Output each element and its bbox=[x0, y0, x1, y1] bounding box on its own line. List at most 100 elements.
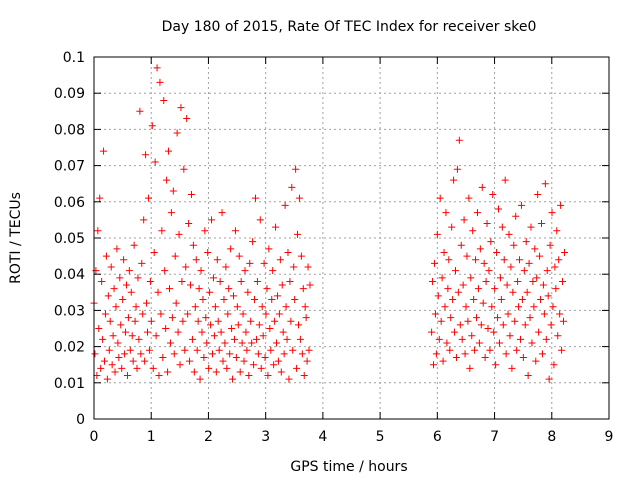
data-point bbox=[187, 191, 195, 199]
data-point bbox=[435, 335, 443, 343]
data-point bbox=[556, 310, 564, 318]
data-point bbox=[161, 267, 169, 275]
data-point bbox=[442, 209, 450, 217]
data-point bbox=[158, 227, 166, 235]
data-point bbox=[266, 325, 274, 332]
data-point bbox=[246, 259, 254, 267]
data-point bbox=[504, 310, 512, 318]
data-point bbox=[452, 353, 460, 361]
data-point bbox=[144, 328, 152, 336]
x-tick-label: 0 bbox=[90, 429, 99, 445]
data-point bbox=[463, 252, 471, 260]
y-tick-label: 0 bbox=[76, 412, 85, 428]
data-point bbox=[546, 241, 554, 249]
data-point bbox=[441, 303, 449, 311]
data-point bbox=[507, 263, 515, 271]
data-point bbox=[211, 303, 219, 311]
data-point bbox=[253, 277, 261, 285]
data-point bbox=[223, 364, 231, 372]
data-point bbox=[159, 353, 167, 361]
data-point bbox=[440, 248, 448, 256]
data-point bbox=[201, 227, 209, 235]
data-point bbox=[148, 122, 156, 130]
data-point bbox=[544, 292, 552, 300]
data-point bbox=[245, 372, 253, 380]
data-point bbox=[510, 241, 518, 249]
data-point bbox=[506, 332, 514, 340]
data-point bbox=[191, 303, 199, 311]
axis-ticks bbox=[93, 56, 610, 420]
data-point bbox=[132, 303, 140, 311]
data-point bbox=[552, 285, 560, 293]
data-point bbox=[91, 350, 99, 358]
x-tick-label: 3 bbox=[261, 429, 270, 445]
data-point bbox=[164, 368, 172, 376]
data-point bbox=[122, 328, 130, 336]
data-point bbox=[286, 277, 294, 285]
data-point bbox=[280, 350, 288, 358]
data-point bbox=[477, 321, 485, 329]
data-point bbox=[517, 201, 525, 209]
data-point bbox=[257, 364, 265, 372]
data-point bbox=[495, 205, 503, 213]
data-point bbox=[113, 245, 121, 253]
data-point bbox=[304, 263, 312, 271]
data-point bbox=[500, 256, 508, 264]
data-point bbox=[465, 194, 473, 202]
data-point bbox=[122, 281, 130, 289]
data-point bbox=[501, 176, 509, 184]
data-point bbox=[514, 277, 522, 285]
data-point bbox=[447, 314, 455, 322]
data-point bbox=[232, 353, 240, 361]
data-point bbox=[292, 165, 300, 173]
data-point bbox=[102, 252, 110, 260]
data-point bbox=[261, 353, 269, 361]
data-point bbox=[249, 238, 257, 246]
data-point bbox=[534, 191, 542, 199]
data-point bbox=[519, 353, 527, 361]
data-point bbox=[153, 64, 161, 72]
data-point bbox=[270, 361, 278, 369]
data-point bbox=[282, 303, 290, 311]
data-point bbox=[470, 296, 478, 304]
data-point bbox=[454, 288, 462, 296]
data-point bbox=[449, 296, 457, 304]
data-point bbox=[455, 136, 463, 144]
data-point bbox=[432, 350, 440, 358]
data-point bbox=[478, 183, 486, 191]
data-point bbox=[104, 292, 112, 300]
data-point bbox=[226, 350, 234, 358]
data-point bbox=[446, 346, 454, 354]
data-point bbox=[557, 201, 565, 209]
data-point bbox=[207, 321, 215, 329]
data-point bbox=[527, 223, 535, 231]
data-point bbox=[515, 303, 523, 311]
data-point bbox=[183, 115, 191, 123]
data-point bbox=[135, 335, 143, 343]
data-point bbox=[533, 274, 541, 282]
y-tick-label: 0.07 bbox=[54, 159, 85, 175]
data-point bbox=[473, 209, 481, 217]
data-point bbox=[118, 364, 126, 372]
data-point bbox=[294, 230, 302, 238]
data-point bbox=[251, 296, 259, 304]
data-point bbox=[138, 259, 146, 267]
data-point bbox=[184, 310, 192, 318]
data-point bbox=[541, 180, 549, 188]
data-point bbox=[483, 220, 491, 228]
data-point bbox=[516, 256, 524, 264]
data-points bbox=[90, 64, 568, 383]
data-point bbox=[550, 361, 558, 369]
data-point bbox=[444, 285, 452, 293]
data-point bbox=[98, 277, 106, 285]
data-point bbox=[502, 350, 510, 358]
data-point bbox=[479, 299, 487, 307]
data-point bbox=[528, 339, 536, 347]
data-point bbox=[467, 274, 475, 282]
data-point bbox=[180, 165, 188, 173]
x-axis-label: GPS time / hours bbox=[290, 459, 407, 475]
data-point bbox=[471, 346, 479, 354]
data-point bbox=[487, 238, 495, 246]
data-point bbox=[254, 350, 262, 358]
data-point bbox=[492, 361, 500, 369]
